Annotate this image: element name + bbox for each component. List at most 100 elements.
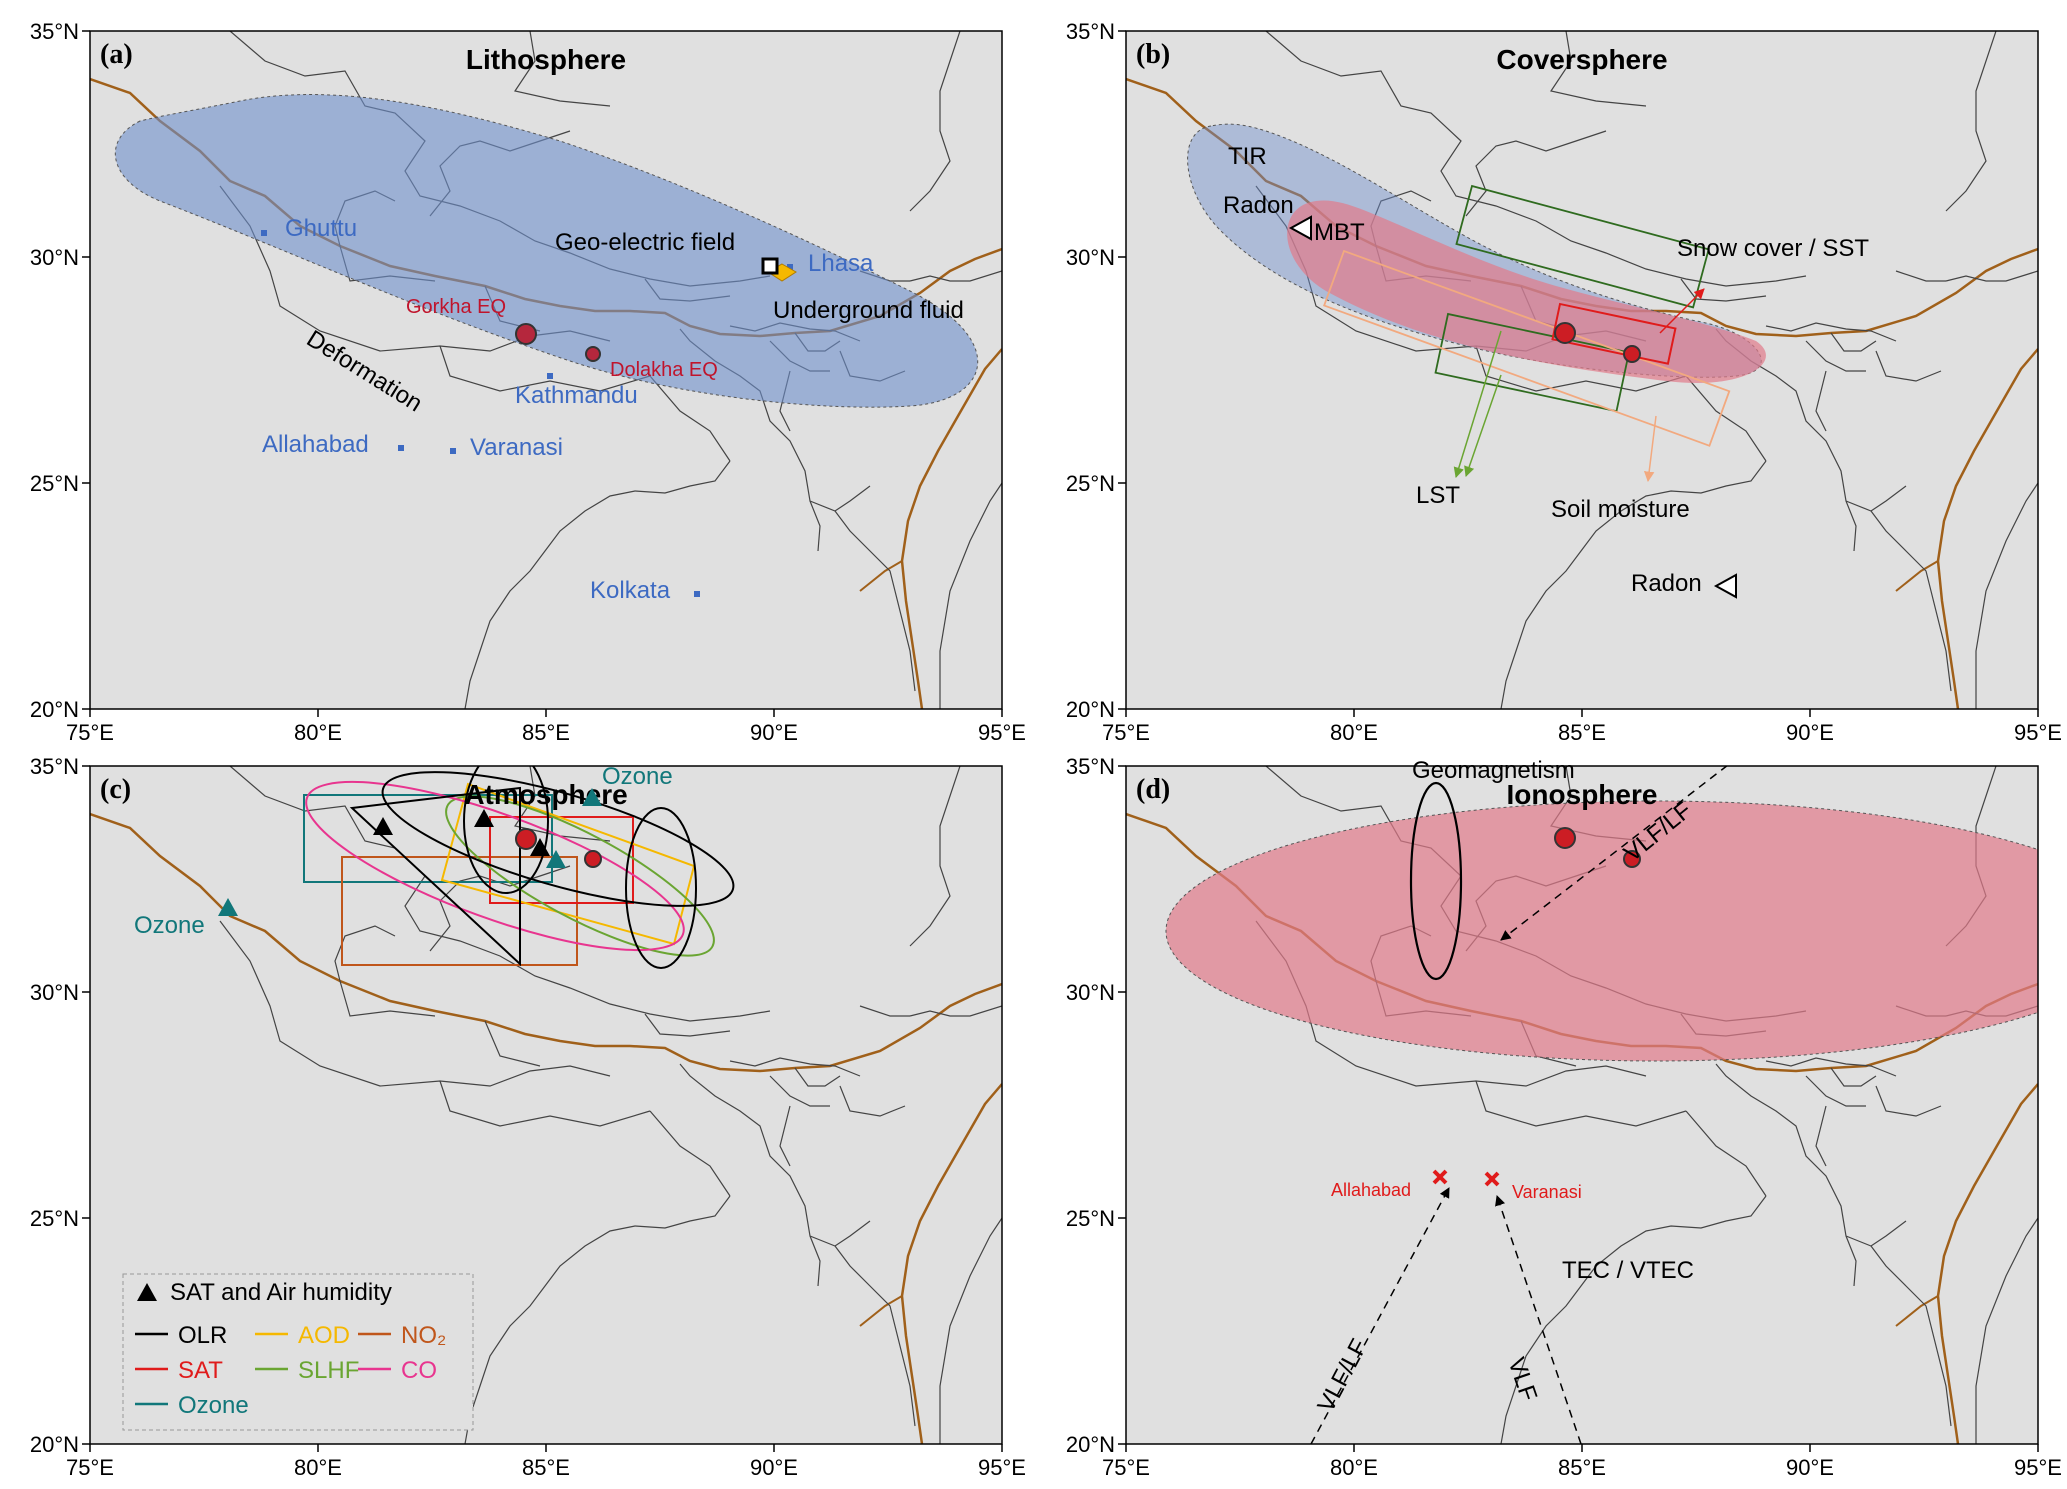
geomagnetism-label: Geomagnetism — [1412, 757, 1575, 784]
sat-humidity-station — [530, 838, 550, 856]
sat-humidity-station — [373, 817, 393, 835]
dolakha-label: Dolakha EQ — [610, 359, 718, 381]
x-tick-label: 90°E — [750, 720, 798, 745]
x-tick-label: 75°E — [1102, 720, 1150, 745]
y-tick-label: 25°N — [1066, 471, 1115, 496]
x-tick-label: 85°E — [1558, 1455, 1606, 1480]
city-ghuttu: Ghuttu — [285, 215, 357, 242]
ozone-station-north — [582, 788, 602, 806]
x-tick-label: 80°E — [294, 1455, 342, 1480]
panel-title: Ionosphere — [1507, 779, 1658, 810]
ozone-station — [546, 850, 566, 868]
legend-slhf: SLHF — [298, 1357, 359, 1384]
panel-label: (b) — [1136, 39, 1170, 70]
legend-sat: SAT — [178, 1357, 223, 1384]
radon-region — [1287, 200, 1766, 383]
x-tick-label: 95°E — [2014, 1455, 2062, 1480]
ozone-box — [303, 794, 553, 883]
tec-label: TEC / VTEC — [1562, 1257, 1694, 1284]
panel-atmosphere: (c) Atmosphere Ozone Ozone SAT and Air h… — [90, 763, 1010, 1444]
underground-fluid-label: Underground fluid — [773, 297, 964, 324]
x-tick-label: 75°E — [1102, 1455, 1150, 1480]
y-tick-label: 25°N — [1066, 1206, 1115, 1231]
y-tick-label: 30°N — [30, 980, 79, 1005]
legend-olr: OLR — [178, 1322, 227, 1349]
slhf-ellipse — [445, 795, 715, 957]
tec-anomaly-region — [1165, 800, 2038, 1062]
x-tick-label: 90°E — [1786, 1455, 1834, 1480]
legend-ozone: Ozone — [178, 1392, 249, 1419]
gorkha-epicenter — [1554, 827, 1576, 849]
lst-label: LST — [1416, 482, 1460, 509]
gorkha-label: Gorkha EQ — [406, 296, 506, 318]
radon-label-south: Radon — [1631, 570, 1702, 597]
city-lhasa: Lhasa — [808, 250, 874, 277]
varanasi-label: Varanasi — [1512, 1182, 1582, 1202]
x-tick-label: 85°E — [1558, 720, 1606, 745]
x-tick-label: 95°E — [2014, 720, 2062, 745]
varanasi-station — [1484, 1171, 1500, 1187]
x-tick-label: 90°E — [1786, 720, 1834, 745]
x-tick-label: 75°E — [66, 1455, 114, 1480]
lithosphere-anomaly-region — [114, 94, 978, 408]
dolakha-epicenter — [585, 346, 601, 362]
olr-ellipse-1 — [381, 771, 735, 907]
dolakha-epicenter — [1623, 345, 1641, 363]
x-tick-label: 80°E — [1330, 720, 1378, 745]
legend-no2: NO₂ — [401, 1322, 446, 1349]
city-kolkata: Kolkata — [590, 577, 671, 604]
ozone-label-north: Ozone — [602, 763, 673, 790]
panel-coversphere: (b) Coversphere TIR Radon MBT Snow cover… — [1126, 31, 2046, 709]
y-tick-label: 20°N — [1066, 1432, 1115, 1457]
x-tick-label: 75°E — [66, 720, 114, 745]
y-tick-label: 25°N — [30, 1206, 79, 1231]
gorkha-epicenter — [1554, 322, 1576, 344]
gorkha-epicenter — [515, 828, 537, 850]
olr-ellipse-2 — [463, 766, 549, 894]
axis-ticks: 75°E 80°E 85°E 90°E 95°E 20°N 25°N 30°N 35°N 75°E… — [30, 19, 2062, 1480]
co-ellipse — [305, 780, 685, 952]
snow-cover-box — [1551, 302, 1677, 365]
legend-co: CO — [401, 1357, 437, 1384]
ozone-station-west — [218, 898, 238, 916]
y-tick-label: 35°N — [1066, 754, 1115, 779]
radon-marker-south — [1713, 573, 1737, 599]
legend-aod: AOD — [298, 1322, 350, 1349]
y-tick-label: 30°N — [1066, 980, 1115, 1005]
olr-ellipse-3 — [625, 807, 697, 969]
x-tick-label: 85°E — [522, 720, 570, 745]
sat-humidity-station — [474, 809, 494, 827]
lst-box-1 — [1455, 184, 1710, 309]
gorkha-epicenter — [515, 323, 537, 345]
y-tick-label: 35°N — [30, 754, 79, 779]
geomagnetism-ellipse — [1409, 781, 1463, 981]
no2-box — [341, 856, 578, 966]
dolakha-epicenter — [584, 850, 602, 868]
geo-electric-label: Geo-electric field — [555, 229, 735, 256]
panel-title: Coversphere — [1496, 44, 1667, 75]
panel-label: (d) — [1136, 774, 1170, 805]
panel-label: (c) — [100, 774, 131, 805]
city-allahabad: Allahabad — [262, 431, 369, 458]
tir-label: TIR — [1228, 143, 1267, 170]
soil-moisture-label: Soil moisture — [1551, 496, 1690, 523]
city-kathmandu: Kathmandu — [515, 382, 638, 409]
x-tick-label: 80°E — [1330, 1455, 1378, 1480]
lst-box-2 — [1434, 312, 1631, 413]
y-tick-label: 25°N — [30, 471, 79, 496]
legend: SAT and Air humidity OLR AOD NO₂ SAT SLH… — [122, 1273, 474, 1431]
snow-cover-label: Snow cover / SST — [1677, 235, 1869, 262]
panel-lithosphere: (a) Lithosphere Ghuttu Lhasa Kathmandu A… — [90, 31, 1010, 709]
soil-moisture-box — [1323, 249, 1731, 447]
radon-marker-north — [1288, 215, 1312, 241]
y-tick-label: 30°N — [30, 245, 79, 270]
ozone-label-west: Ozone — [134, 912, 205, 939]
y-tick-label: 20°N — [30, 1432, 79, 1457]
y-tick-label: 20°N — [1066, 697, 1115, 722]
panel-ionosphere: (d) Ionosphere Geomagnetism Allahabad Va… — [1126, 757, 2067, 1444]
panel-title: Lithosphere — [466, 44, 626, 75]
allahabad-station — [1432, 1169, 1448, 1185]
mbt-label: MBT — [1314, 219, 1365, 246]
geo-electric-marker — [761, 257, 779, 275]
